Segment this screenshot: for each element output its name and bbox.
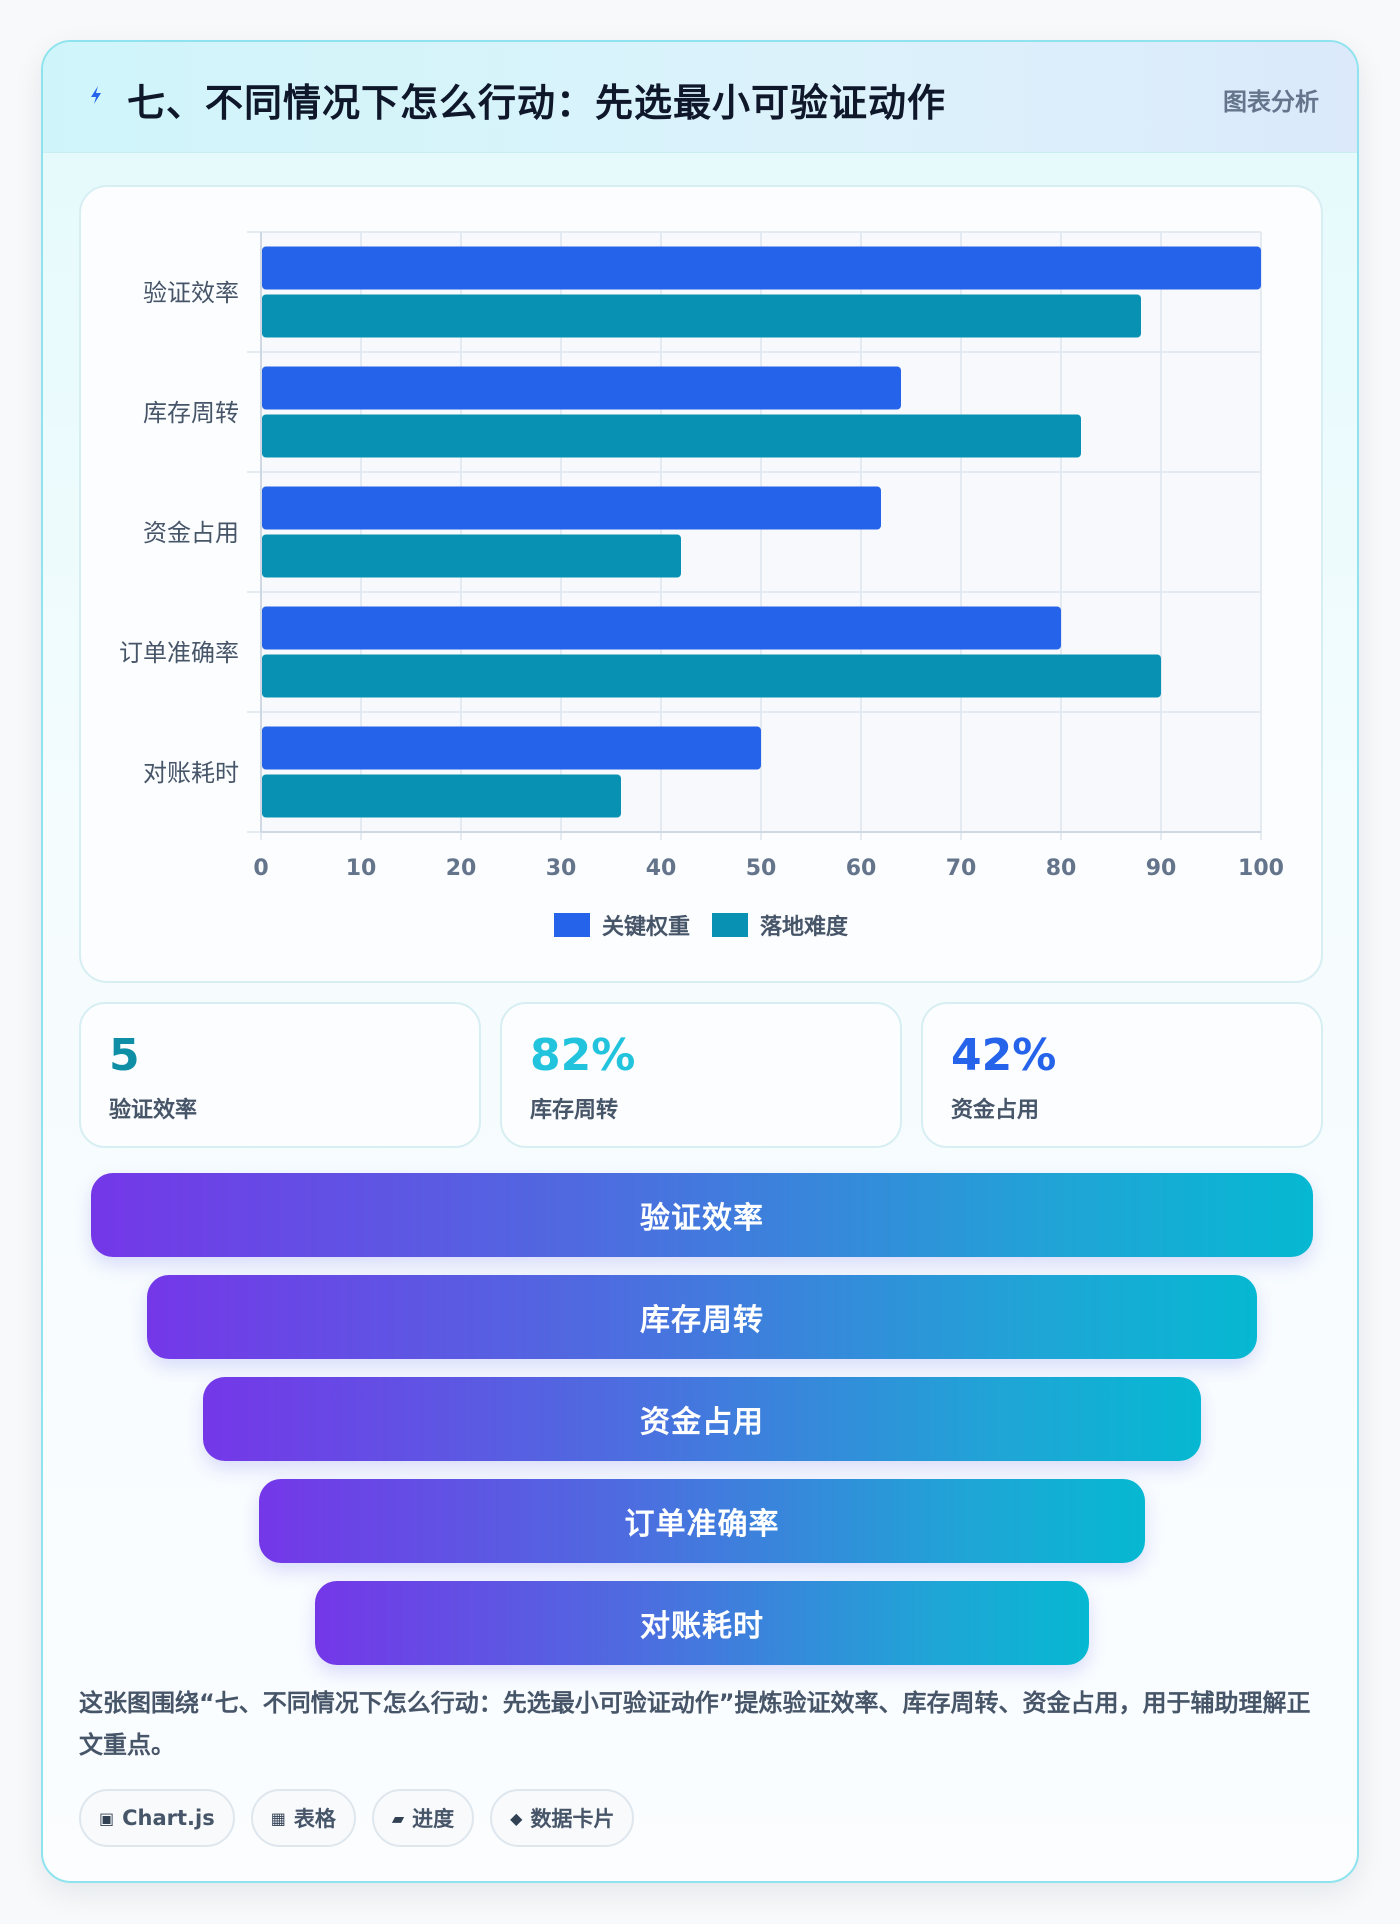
x-tick-label-8: 80 xyxy=(1046,856,1077,881)
chip-data-card[interactable]: ◆ 数据卡片 xyxy=(490,1789,635,1847)
chip-progress[interactable]: ▰ 进度 xyxy=(371,1789,475,1847)
bar-difficulty-2[interactable] xyxy=(262,534,681,578)
y-tick-label-1: 库存周转 xyxy=(143,399,239,427)
bar-weight-1[interactable] xyxy=(262,366,901,410)
stat-value-1: 82% xyxy=(530,1030,636,1081)
stat-label-0: 验证效率 xyxy=(109,1098,198,1123)
chart-legend: 关键权重 落地难度 xyxy=(81,909,1321,941)
chip-label: Chart.js xyxy=(122,1806,215,1830)
x-tick-label-3: 30 xyxy=(546,856,577,881)
stat-card-0: 5 验证效率 xyxy=(79,1002,481,1148)
x-tick-label-1: 10 xyxy=(346,856,377,881)
bar-difficulty-1[interactable] xyxy=(262,414,1081,458)
x-tick-label-10: 100 xyxy=(1238,856,1284,881)
stat-label-1: 库存周转 xyxy=(530,1098,619,1123)
stat-label-2: 资金占用 xyxy=(951,1098,1040,1123)
chart-caption: 这张图围绕“七、不同情况下怎么行动：先选最小可验证动作”提炼验证效率、库存周转、… xyxy=(79,1689,1311,1759)
funnel: 验证效率 库存周转 资金占用 订单准确率 对账耗时 xyxy=(43,1173,1357,1683)
y-tick-label-2: 资金占用 xyxy=(143,519,239,547)
funnel-step-1: 库存周转 xyxy=(147,1275,1257,1359)
funnel-step-2: 资金占用 xyxy=(203,1377,1201,1461)
stat-card-2: 42% 资金占用 xyxy=(921,1002,1323,1148)
bar-weight-3[interactable] xyxy=(262,606,1061,650)
diamond-icon: ◆ xyxy=(510,1808,523,1828)
legend-swatch-1 xyxy=(712,913,748,937)
funnel-step-4: 对账耗时 xyxy=(315,1581,1089,1665)
chart-panel: 验证效率库存周转资金占用订单准确率对账耗时 0 10 20 30 40 50 60 70 80 90… xyxy=(79,185,1323,983)
x-tick-label-7: 70 xyxy=(946,856,977,881)
legend-label-1: 落地难度 xyxy=(760,915,849,940)
stat-value-2: 42% xyxy=(951,1030,1057,1081)
bar-difficulty-0[interactable] xyxy=(262,294,1141,338)
bar-difficulty-3[interactable] xyxy=(262,654,1161,698)
y-tick-label-3: 订单准确率 xyxy=(119,639,239,667)
chip-label: 进度 xyxy=(412,1807,455,1831)
bar-weight-0[interactable] xyxy=(262,246,1261,290)
x-tick-label-5: 50 xyxy=(746,856,777,881)
table-icon: ▦ xyxy=(270,1808,286,1828)
funnel-step-0: 验证效率 xyxy=(91,1173,1313,1257)
y-tick-label-0: 验证效率 xyxy=(143,279,239,307)
card-header: 七、不同情况下怎么行动：先选最小可验证动作 图表分析 xyxy=(43,42,1357,153)
lightning-icon xyxy=(91,86,101,104)
legend-swatch-0 xyxy=(553,913,590,937)
stat-cards: 5 验证效率 82% 库存周转 42% 资金占用 xyxy=(79,1002,1323,1148)
x-tick-label-0: 0 xyxy=(253,856,268,881)
legend-item-0[interactable]: 关键权重 xyxy=(553,909,690,941)
y-tick-label-4: 对账耗时 xyxy=(143,759,239,787)
progress-icon: ▰ xyxy=(391,1808,405,1828)
funnel-step-3: 订单准确率 xyxy=(259,1479,1145,1563)
x-tick-label-6: 60 xyxy=(846,856,877,881)
bar-difficulty-4[interactable] xyxy=(262,774,621,818)
bar-weight-4[interactable] xyxy=(262,726,761,770)
x-tick-label-9: 90 xyxy=(1146,856,1177,881)
chart-icon: ▣ xyxy=(99,1808,115,1828)
x-tick-label-4: 40 xyxy=(646,856,677,881)
chart-analysis-tag: 图表分析 xyxy=(1223,88,1319,116)
chip-chartjs[interactable]: ▣ Chart.js xyxy=(79,1789,235,1847)
legend-item-1[interactable]: 落地难度 xyxy=(712,909,848,941)
bar-weight-2[interactable] xyxy=(262,486,881,530)
chip-label: 表格 xyxy=(293,1807,336,1831)
tech-chips: ▣ Chart.js ▦ 表格 ▰ 进度 ◆ 数据卡片 xyxy=(79,1789,635,1847)
chart-card: 七、不同情况下怎么行动：先选最小可验证动作 图表分析 验证效率 库存周转 资金占用订… xyxy=(41,40,1359,1883)
chip-table[interactable]: ▦ 表格 xyxy=(250,1789,356,1847)
stat-value-0: 5 xyxy=(109,1030,140,1081)
x-tick-label-2: 20 xyxy=(446,856,477,881)
legend-label-0: 关键权重 xyxy=(601,915,690,940)
stat-card-1: 82% 库存周转 xyxy=(500,1002,902,1148)
chip-label: 数据卡片 xyxy=(530,1807,615,1831)
page-title: 七、不同情况下怎么行动：先选最小可验证动作 xyxy=(127,81,947,125)
